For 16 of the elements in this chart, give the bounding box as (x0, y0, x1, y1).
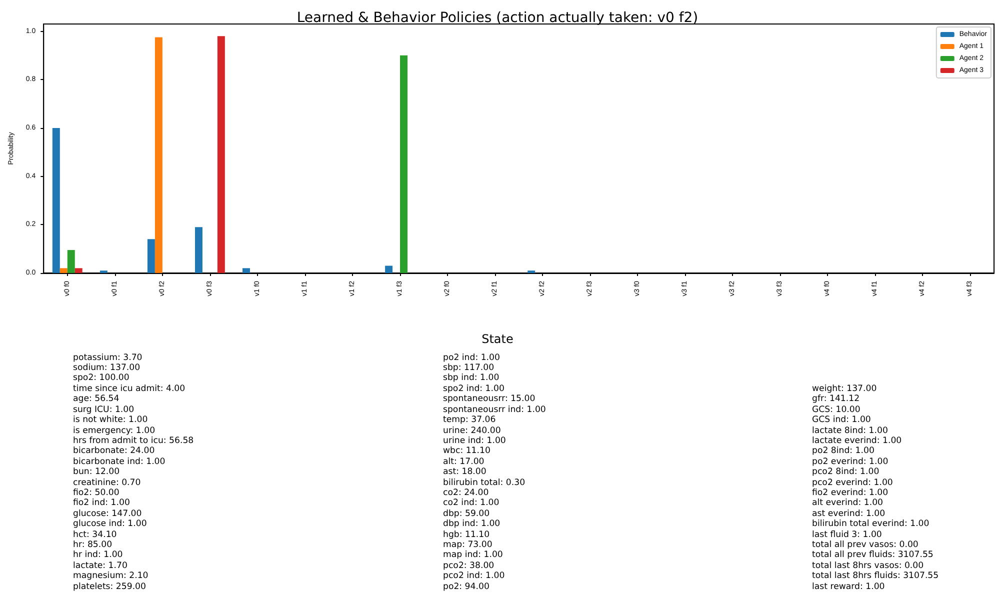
bar (67, 250, 75, 273)
bar (60, 268, 68, 273)
bar (52, 128, 60, 273)
text: potassium: 3.70 sodium: 137.00 spo2: 100.00 time since icu admit: 4.00 age: 56.54 surg ICU: 1.00 is not white: 1.00 is emergency: 1.00 hrs from admit to icu: 56.58 bicarbonate: 24.00 bicarbonate ind: 1.00 bun: 12.00 creatinine: 0.70 fio2: 50.00 fio2 ind: 1.00 glucose: 147.00 glucose ind: 1.00 hct: 34.10 hr: 85.00 hr ind: 1.00 lactate: 1.70 magnesium: 2.10 platelets: 259.00 (73, 352, 194, 592)
text: po2 ind: 1.00 sbp: 117.00 sbp ind: 1.00 spo2 ind: 1.00 spontaneousrr: 15.00 spontaneousrr ind: 1.00 temp: 37.06 urine: 240.00 urine ind: 1.00 wbc: 11.10 alt: 17.00 ast: 18.00 bilirubin total: 0.30 co2: 24.00 co2 ind: 1.00 dbp: 59.00 dbp ind: 1.00 hgb: 11.10 map: 73.00 map ind: 1.00 pco2: 38.00 pco2 ind: 1.00 po2: 94.00 (443, 352, 546, 592)
text: State (480, 332, 514, 346)
bar (154, 37, 162, 273)
chart-title: Learned & Behavior Policies (action actually taken: v0 f2) (296, 10, 698, 26)
bar (242, 268, 250, 273)
bar (217, 36, 225, 273)
bar (147, 239, 155, 273)
bar (400, 55, 408, 273)
bar (194, 227, 202, 273)
bar (385, 266, 393, 273)
text: weight: 137.00 gfr: 141.12 GCS: 10.00 GCS ind: 1.00 lactate 8ind: 1.00 lactate everind: 1.00 po2 8ind: 1.00 po2 everind: 1.00 pco2 8ind: 1.00 pco2 everind: 1.00 fio2 everind: 1.00 alt everind: 1.00 ast everind: 1.00 bilirubin total everind: 1.00 last fluid 3: 1.00 total all prev vasos: 0.00 total all prev fluids: 3107.55 total last 8hrs vasos: 0.00 total last 8hrs fluids: 3107.55 last reward: 1.00 (812, 384, 939, 592)
bar (74, 268, 82, 273)
